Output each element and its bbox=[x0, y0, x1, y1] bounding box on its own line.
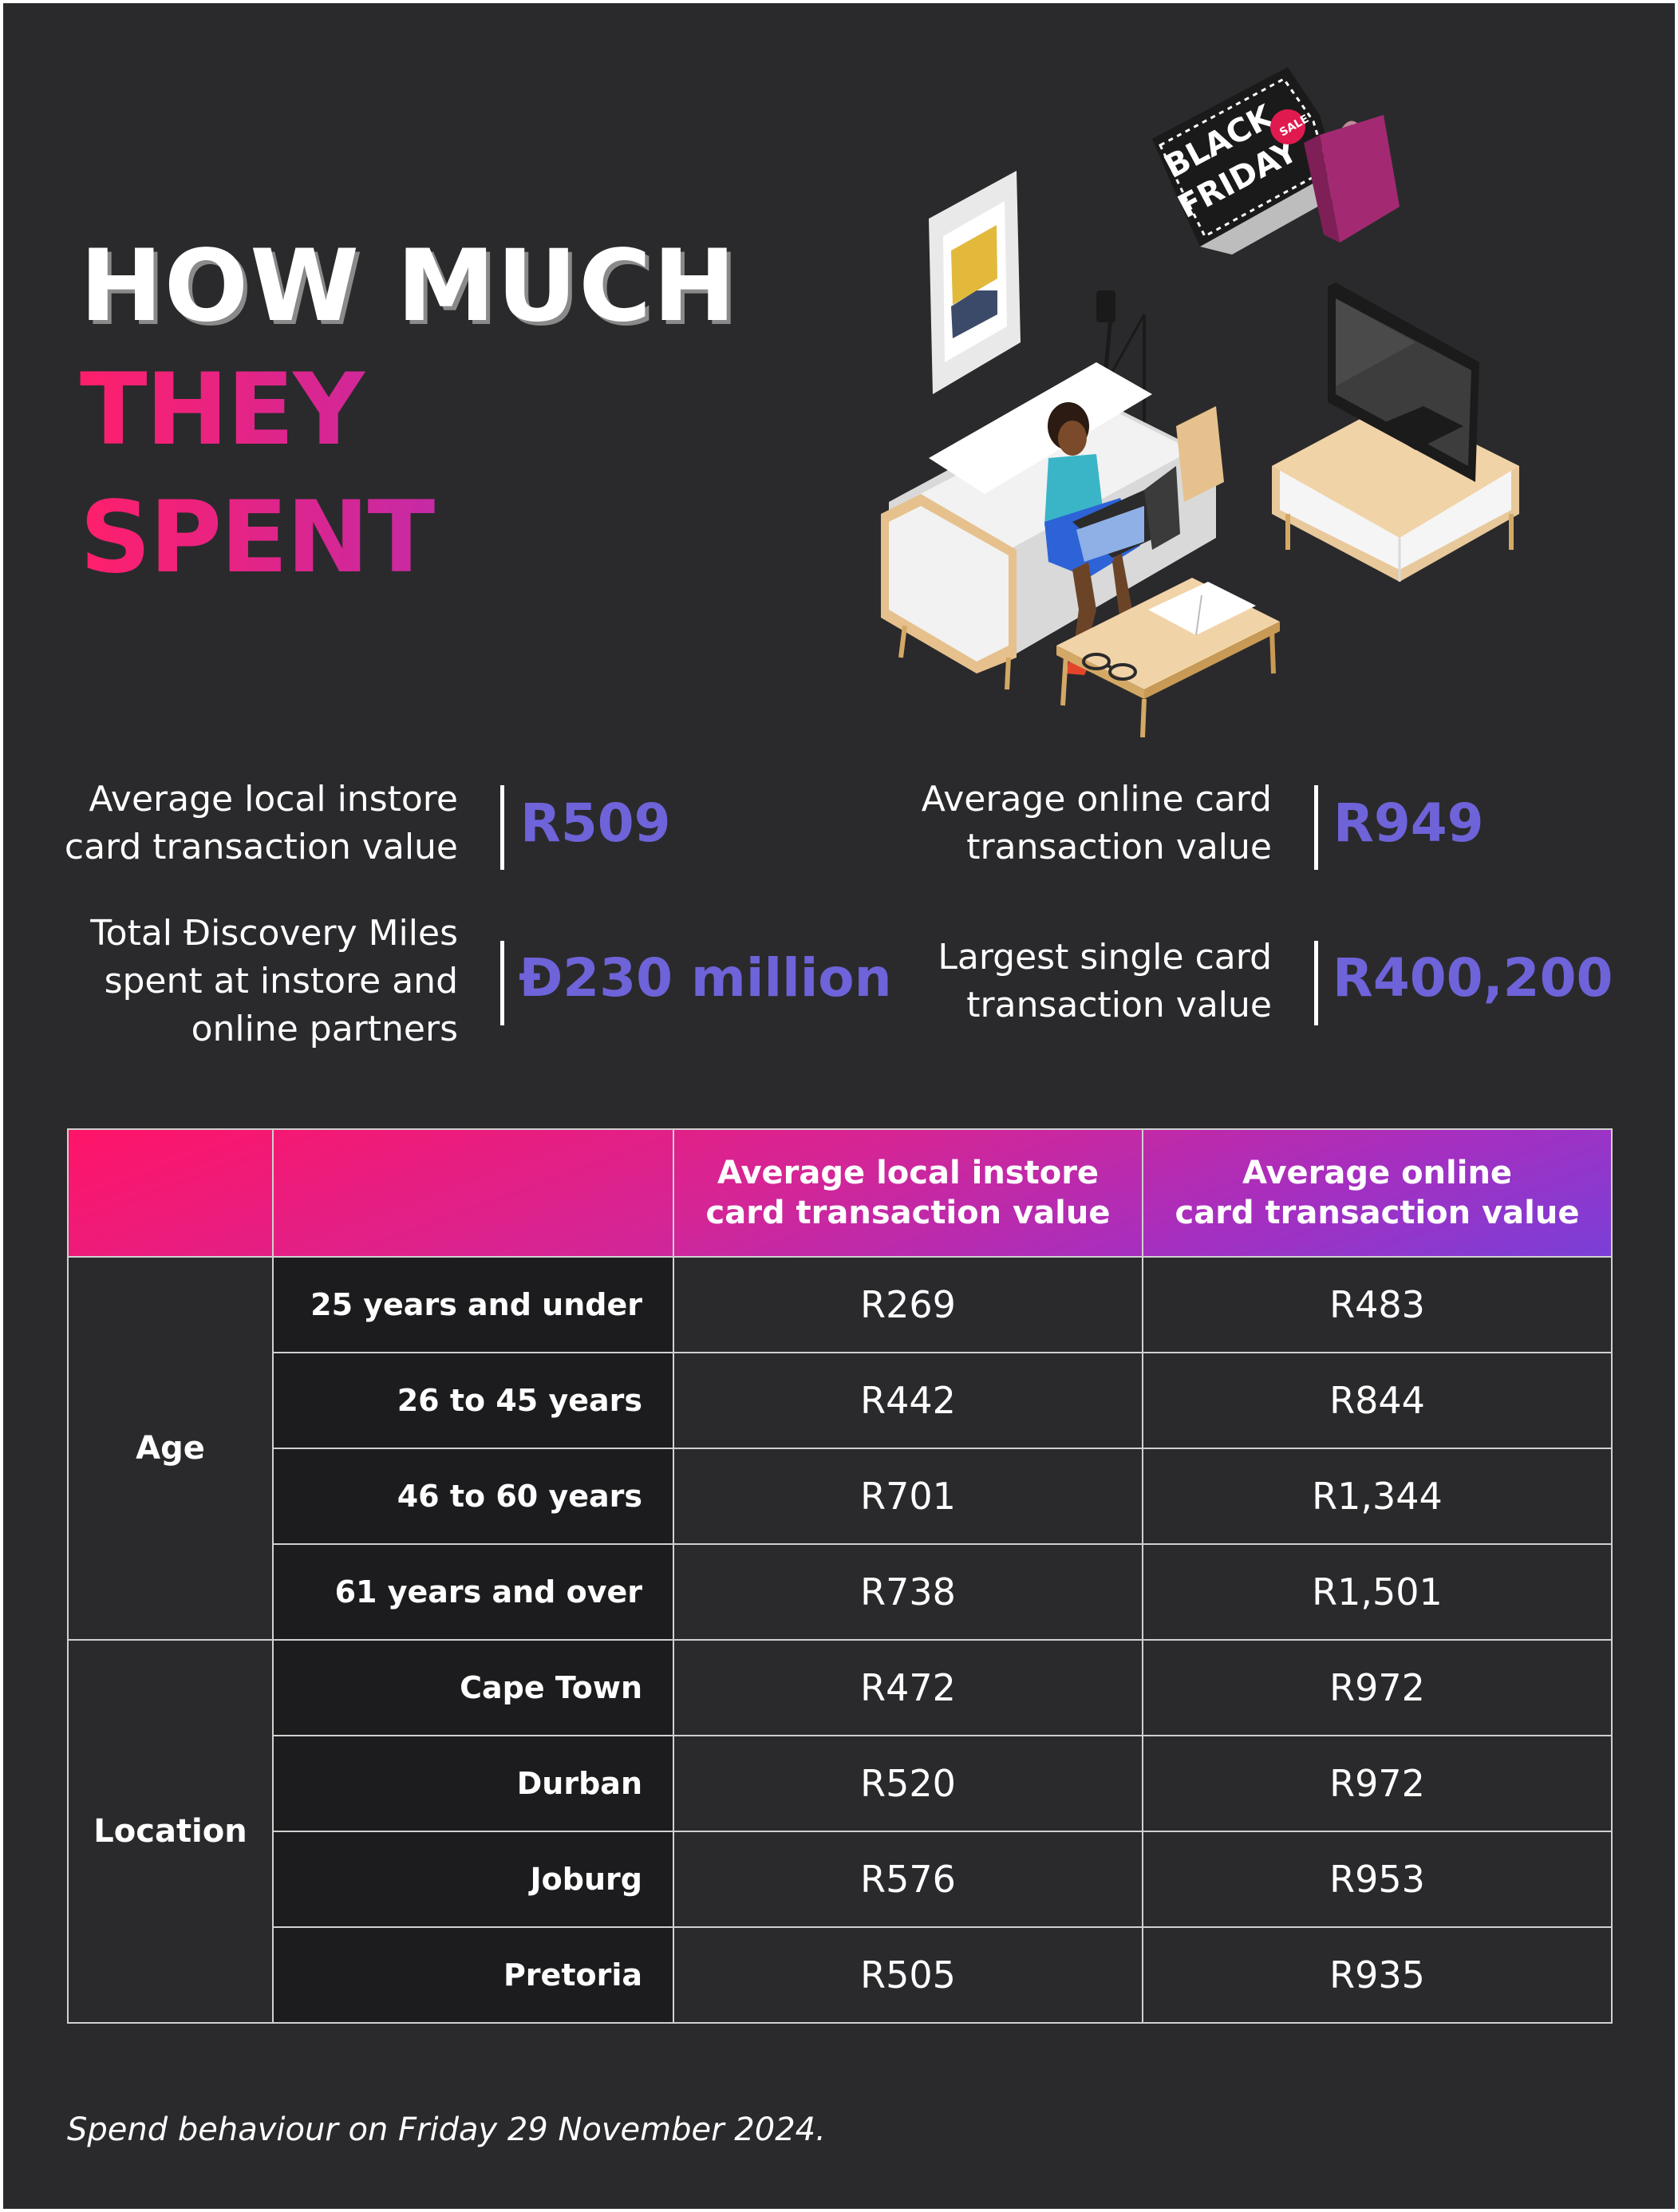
group-label-location: Location bbox=[67, 1639, 274, 2024]
online-value: R1,501 bbox=[1142, 1543, 1613, 1641]
title-line-2: THEY bbox=[80, 346, 737, 474]
stat-label-line: card transaction value bbox=[64, 827, 458, 867]
stat-largest-value: R400,200 bbox=[1333, 947, 1613, 1009]
online-value: R844 bbox=[1142, 1352, 1613, 1449]
stat-label-line: Total Điscovery Miles bbox=[90, 913, 458, 954]
table-header-row: Average local instore card transaction v… bbox=[67, 1128, 1613, 1258]
shopping-bag-icon bbox=[1304, 115, 1400, 243]
online-value: R972 bbox=[1142, 1639, 1613, 1736]
stat-instore-value: R509 bbox=[520, 792, 671, 854]
stat-divider bbox=[1314, 785, 1318, 870]
row-label: Pretoria bbox=[272, 1926, 674, 2024]
row-label: 61 years and over bbox=[272, 1543, 674, 1641]
television bbox=[1328, 282, 1479, 482]
stat-miles-value: Đ230 million bbox=[519, 947, 892, 1009]
online-value: R953 bbox=[1142, 1831, 1613, 1928]
stat-label-line: Average local instore bbox=[89, 779, 458, 820]
stat-label-line: Average online card bbox=[921, 779, 1272, 820]
footnote: Spend behaviour on Friday 29 November 20… bbox=[67, 2111, 826, 2148]
stat-label-line: transaction value bbox=[966, 985, 1272, 1025]
stat-largest-label: Largest single card transaction value bbox=[801, 934, 1272, 1029]
online-value: R1,344 bbox=[1142, 1448, 1613, 1545]
instore-value: R472 bbox=[673, 1639, 1143, 1736]
row-label: Cape Town bbox=[272, 1639, 674, 1736]
instore-value: R738 bbox=[673, 1543, 1143, 1641]
online-value: R483 bbox=[1142, 1256, 1613, 1353]
stat-instore-label: Average local instore card transaction v… bbox=[51, 776, 458, 871]
table-row: Durban R520 R972 bbox=[68, 1735, 1613, 1832]
spend-table: Average local instore card transaction v… bbox=[67, 1128, 1613, 2024]
coffee-table bbox=[1056, 578, 1280, 737]
row-label: 26 to 45 years bbox=[272, 1352, 674, 1449]
stat-online-label: Average online card transaction value bbox=[801, 776, 1272, 871]
stat-miles-label: Total Điscovery Miles spent at instore a… bbox=[35, 910, 458, 1053]
stat-divider bbox=[500, 785, 504, 870]
stat-label-line: online partners bbox=[191, 1009, 458, 1049]
stat-divider bbox=[1314, 941, 1318, 1025]
header-empty-cell bbox=[67, 1128, 274, 1258]
title-line-1: HOW MUCH bbox=[80, 229, 737, 344]
header-line: card transaction value bbox=[1175, 1195, 1580, 1231]
row-label: Joburg bbox=[272, 1831, 674, 1928]
table-row: Location Cape Town R472 R972 bbox=[67, 1639, 1613, 2024]
table-row: 46 to 60 years R701 R1,344 bbox=[68, 1448, 1613, 1545]
stat-divider bbox=[500, 941, 504, 1025]
table-row: Age 25 years and under R269 R483 bbox=[67, 1256, 1613, 1641]
table-row: 26 to 45 years R442 R844 bbox=[68, 1352, 1613, 1449]
shopping-illustration: BLACK FRIDAY SALE bbox=[881, 67, 1519, 737]
stat-label-line: spent at instore and bbox=[104, 961, 458, 1001]
online-value: R935 bbox=[1142, 1926, 1613, 2024]
online-value: R972 bbox=[1142, 1735, 1613, 1832]
page-title: HOW MUCH THEY SPENT bbox=[80, 227, 737, 602]
row-label: Durban bbox=[272, 1735, 674, 1832]
infographic: HOW MUCH THEY SPENT BLACK FRIDAY SALE bbox=[3, 3, 1675, 2209]
instore-value: R576 bbox=[673, 1831, 1143, 1928]
instore-value: R520 bbox=[673, 1735, 1143, 1832]
instore-value: R442 bbox=[673, 1352, 1143, 1449]
stat-label-line: Largest single card bbox=[938, 937, 1272, 978]
header-line: Average online bbox=[1242, 1155, 1513, 1191]
header-instore: Average local instore card transaction v… bbox=[673, 1128, 1143, 1258]
table-row: Joburg R576 R953 bbox=[68, 1831, 1613, 1928]
instore-value: R269 bbox=[673, 1256, 1143, 1353]
sale-badge bbox=[1270, 109, 1305, 144]
header-line: Average local instore bbox=[717, 1155, 1100, 1191]
header-empty-cell bbox=[272, 1128, 674, 1258]
header-online: Average online card transaction value bbox=[1142, 1128, 1613, 1258]
instore-value: R505 bbox=[673, 1926, 1143, 2024]
row-label: 25 years and under bbox=[272, 1256, 674, 1353]
table-row: 61 years and over R738 R1,501 bbox=[68, 1543, 1613, 1641]
stat-online-value: R949 bbox=[1333, 792, 1484, 854]
instore-value: R701 bbox=[673, 1448, 1143, 1545]
title-line-3: SPENT bbox=[80, 474, 737, 602]
stat-label-line: transaction value bbox=[966, 827, 1272, 867]
group-label-age: Age bbox=[67, 1256, 274, 1641]
row-label: 46 to 60 years bbox=[272, 1448, 674, 1545]
table-row: Pretoria R505 R935 bbox=[68, 1926, 1613, 2024]
wall-picture bbox=[929, 171, 1021, 394]
header-line: card transaction value bbox=[705, 1195, 1111, 1231]
